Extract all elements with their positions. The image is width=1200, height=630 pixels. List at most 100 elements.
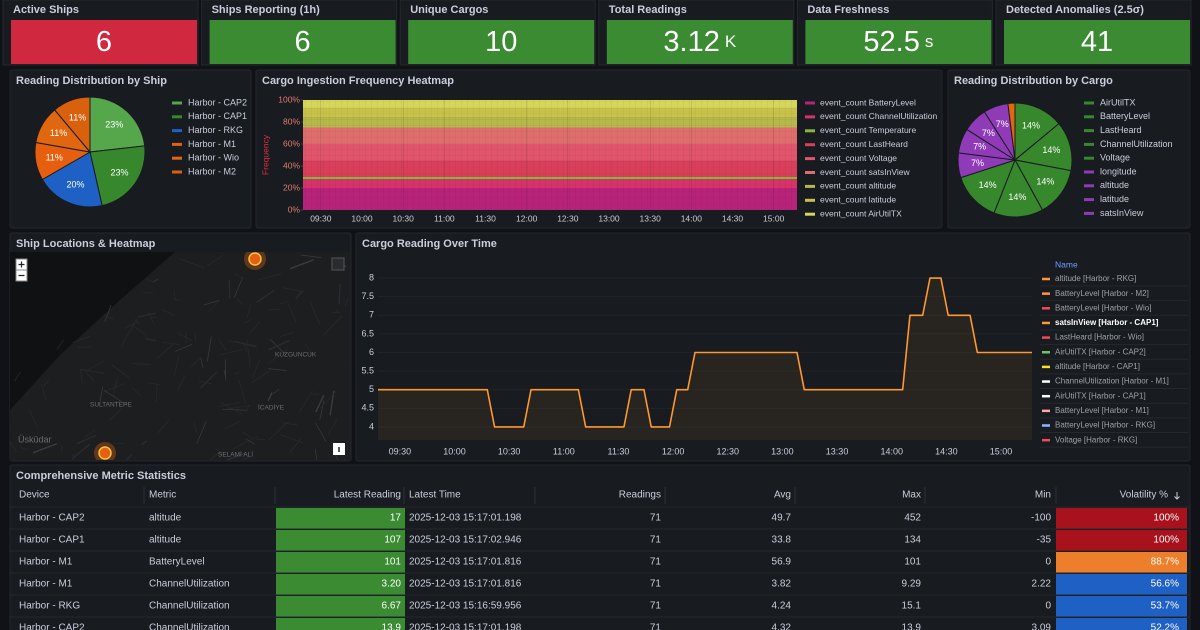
table-cell: 71: [650, 513, 662, 524]
map-road: [199, 371, 218, 389]
map-road: [251, 368, 273, 384]
y-tick-label: 4: [369, 421, 374, 431]
x-tick-label: 10:30: [393, 213, 415, 223]
stat-value: 3.12 K: [663, 26, 736, 58]
column-header: Readings: [619, 490, 661, 501]
table-cell: 71: [650, 579, 662, 590]
map-road: [305, 343, 312, 354]
map-road: [161, 341, 181, 346]
volatility-cell: [1056, 552, 1187, 573]
table-cell: 3.09: [1032, 623, 1052, 630]
stat-number: 52.5: [863, 26, 919, 58]
table-cell: 15.1: [902, 601, 922, 612]
map-road: [241, 431, 252, 439]
map-road: [85, 360, 105, 372]
map-road: [86, 372, 95, 381]
map-road: [104, 304, 112, 323]
map-road: [145, 277, 152, 282]
legend-label: Harbor - Wio: [188, 153, 239, 163]
map-road: [268, 420, 289, 441]
table-cell: 49.7: [772, 513, 792, 524]
legend-label: satsInView [Harbor - CAP1]: [1055, 318, 1159, 327]
table-cell: Harbor - CAP1: [19, 535, 85, 546]
table-cell: 71: [650, 535, 662, 546]
legend-label: event_count satsInView: [820, 167, 910, 177]
x-tick-label: 14:30: [722, 213, 744, 223]
pie-slice: [53, 96, 91, 154]
fullscreen-button[interactable]: [331, 257, 345, 271]
stat-title: Total Readings: [609, 4, 687, 16]
legend-label: Harbor - M1: [188, 139, 236, 149]
map-road: [10, 443, 17, 453]
map-road: [246, 304, 252, 318]
map-road: [173, 290, 176, 301]
map-road: [147, 382, 160, 386]
table-cell: 3.82: [772, 579, 792, 590]
map-road: [43, 380, 50, 387]
map-road: [249, 321, 261, 334]
map-road: [334, 454, 339, 460]
slice-label: 7%: [982, 128, 995, 138]
table-cell: 33.8: [772, 535, 792, 546]
map-road: [218, 339, 226, 351]
stat-title: Active Ships: [13, 4, 79, 16]
reading-cell: [276, 552, 405, 573]
stat-value: 6: [96, 26, 112, 58]
legend-label: BatteryLevel [Harbor - Wio]: [1055, 303, 1151, 312]
y-tick-label: 7: [369, 310, 374, 320]
legend-label: BatteryLevel [Harbor - M2]: [1055, 289, 1149, 298]
stat-unit: K: [725, 32, 737, 51]
slice-label: 23%: [105, 119, 123, 129]
stat-number: 3.12: [663, 26, 719, 58]
table-cell: altitude: [149, 535, 182, 546]
legend-label: altitude [Harbor - CAP1]: [1055, 362, 1140, 371]
slice-label: 11%: [46, 153, 63, 163]
map-road: [32, 443, 58, 454]
map-road: [203, 300, 219, 306]
panel-title: Cargo Ingestion Frequency Heatmap: [262, 75, 454, 87]
map-road: [76, 434, 97, 445]
stat-value: 41: [1081, 26, 1113, 58]
map-road: [245, 438, 255, 445]
table-cell: 2025-12-03 15:17:02.946: [409, 535, 522, 546]
map-road: [108, 408, 123, 422]
column-header: Device: [19, 490, 50, 501]
map-road: [258, 273, 282, 281]
table-cell: 17: [390, 513, 402, 524]
table-cell: Harbor - CAP2: [19, 623, 85, 630]
pie-slice: [89, 145, 146, 207]
map-road: [267, 348, 288, 364]
map-road: [157, 419, 170, 434]
map-road: [344, 297, 350, 307]
legend-label: event_count altitude: [820, 181, 896, 191]
legend-label: event_count ChannelUtilization: [820, 111, 937, 121]
legend-label: Harbor - RKG: [188, 125, 243, 135]
table-cell: ChannelUtilization: [149, 601, 230, 612]
table-cell: 71: [650, 557, 662, 568]
table-cell: altitude: [149, 513, 182, 524]
y-tick-label: 40%: [283, 160, 300, 170]
sort-icon[interactable]: [1174, 492, 1180, 500]
map-road: [198, 380, 212, 385]
table-cell: BatteryLevel: [149, 557, 205, 568]
legend-label: ChannelUtilization [Harbor - M1]: [1055, 377, 1169, 386]
table-cell: 52.2%: [1151, 623, 1179, 630]
map-road: [144, 337, 156, 342]
map-road: [132, 387, 142, 397]
map-road: [228, 340, 239, 343]
stat-number: 6: [96, 26, 112, 58]
map-road: [233, 276, 244, 298]
map-area: KUZGUNCUK SULTANTEPE İCADİYE Üsküdar SELAMİ …: [10, 252, 350, 460]
map-road: [179, 258, 205, 269]
ship-marker[interactable]: [248, 252, 262, 266]
map-label: SULTANTEPE: [90, 402, 132, 409]
ship-marker[interactable]: [98, 446, 112, 460]
map-road: [161, 309, 176, 317]
x-tick-label: 13:00: [598, 213, 620, 223]
y-tick-label: 6.5: [361, 328, 374, 338]
stat-number: 10: [485, 26, 517, 58]
table-cell: Harbor - M1: [19, 579, 73, 590]
map-road: [323, 315, 343, 336]
x-tick-label: 10:30: [498, 446, 521, 456]
